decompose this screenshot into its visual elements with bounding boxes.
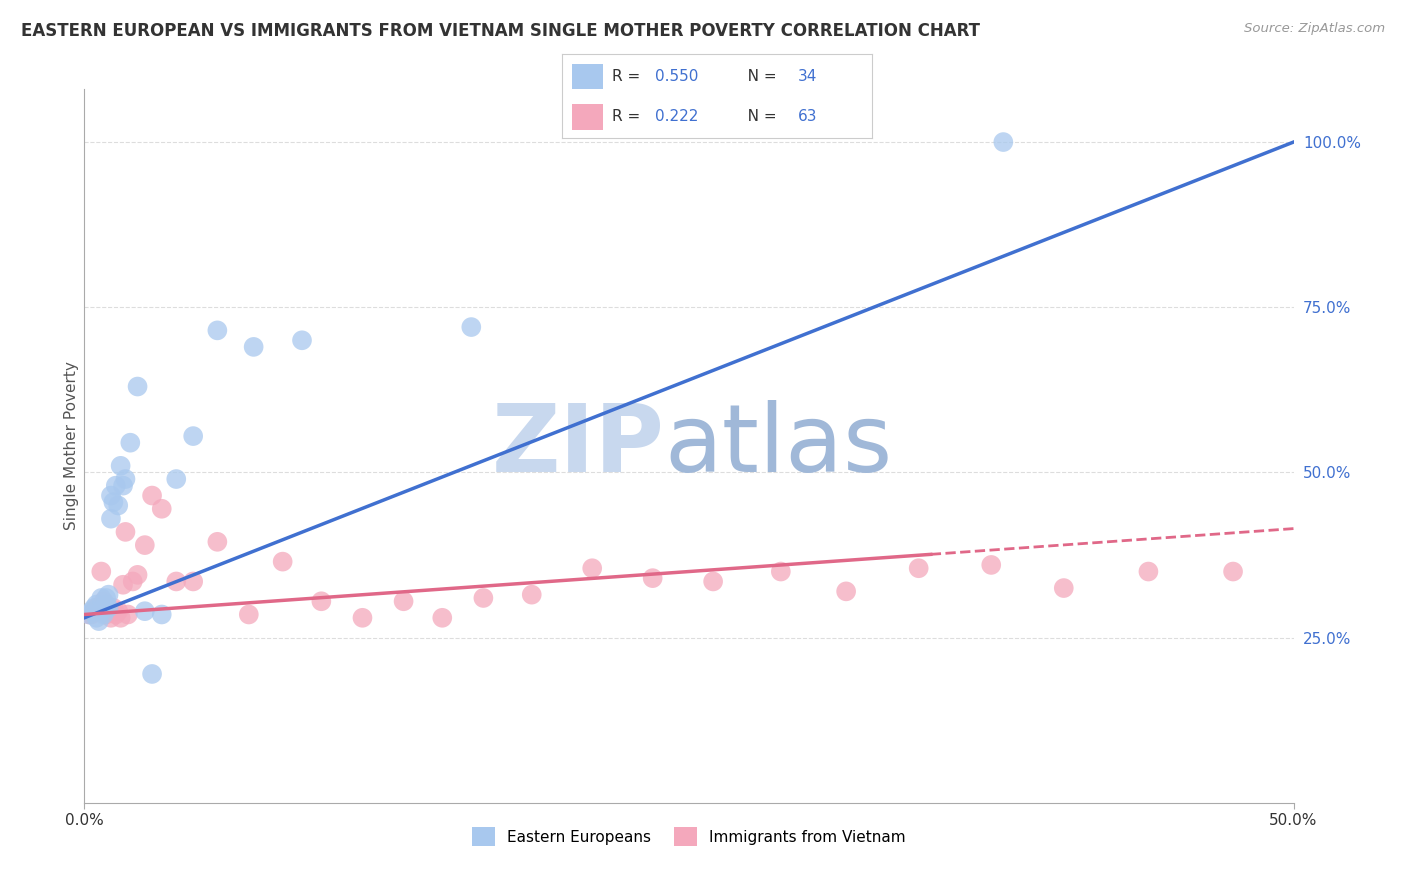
Point <box>134 538 156 552</box>
Point <box>238 607 260 622</box>
Point <box>980 558 1002 572</box>
Point <box>87 604 110 618</box>
Point <box>127 567 149 582</box>
Point <box>702 574 724 589</box>
Point <box>93 594 115 608</box>
Point <box>141 667 163 681</box>
Text: R =: R = <box>612 69 645 84</box>
Point <box>110 611 132 625</box>
Point <box>907 561 929 575</box>
Point <box>291 333 314 347</box>
Point <box>93 600 115 615</box>
Point <box>114 472 136 486</box>
Text: 34: 34 <box>797 69 817 84</box>
Text: N =: N = <box>733 69 780 84</box>
Point <box>83 604 105 618</box>
Point <box>472 591 495 605</box>
Point <box>432 611 454 625</box>
Point <box>112 578 135 592</box>
Point <box>90 604 112 618</box>
Point <box>90 600 112 615</box>
Point <box>107 499 129 513</box>
Point <box>110 458 132 473</box>
Text: EASTERN EUROPEAN VS IMMIGRANTS FROM VIETNAM SINGLE MOTHER POVERTY CORRELATION CH: EASTERN EUROPEAN VS IMMIGRANTS FROM VIET… <box>21 22 980 40</box>
Point <box>114 524 136 539</box>
Point <box>1306 571 1329 585</box>
Point <box>181 429 204 443</box>
Point <box>150 607 173 622</box>
Point <box>352 611 374 625</box>
Point <box>641 571 664 585</box>
Text: R =: R = <box>612 109 645 124</box>
Point <box>104 478 127 492</box>
Point <box>97 600 120 615</box>
Point <box>93 607 115 622</box>
Point <box>127 379 149 393</box>
Point <box>100 489 122 503</box>
Point <box>77 607 100 622</box>
Point <box>86 598 108 612</box>
Text: 0.222: 0.222 <box>655 109 699 124</box>
Text: ZIP: ZIP <box>492 400 665 492</box>
Point <box>165 574 187 589</box>
Point <box>271 555 294 569</box>
Point <box>103 600 125 615</box>
Point <box>581 561 603 575</box>
Point <box>103 495 125 509</box>
Point <box>100 511 122 525</box>
Point <box>90 565 112 579</box>
Point <box>181 574 204 589</box>
Point <box>120 435 142 450</box>
Point <box>100 611 122 625</box>
Point <box>242 340 264 354</box>
Point <box>97 588 120 602</box>
Text: 0.550: 0.550 <box>655 69 699 84</box>
Point <box>207 534 229 549</box>
Point <box>392 594 415 608</box>
Point <box>87 614 110 628</box>
Point <box>104 607 127 622</box>
Point <box>141 489 163 503</box>
Point <box>83 600 105 615</box>
Point <box>97 604 120 618</box>
Bar <box>572 104 603 130</box>
Text: 63: 63 <box>797 109 817 124</box>
Bar <box>572 63 603 89</box>
Text: atlas: atlas <box>665 400 893 492</box>
Point <box>94 591 117 605</box>
Point <box>117 607 139 622</box>
Point <box>80 604 103 618</box>
Point <box>769 565 792 579</box>
Point <box>77 607 100 622</box>
Point <box>520 588 543 602</box>
Text: N =: N = <box>733 109 780 124</box>
Point <box>86 600 108 615</box>
Point <box>121 574 143 589</box>
Legend: Eastern Europeans, Immigrants from Vietnam: Eastern Europeans, Immigrants from Vietn… <box>465 822 912 852</box>
Point <box>165 472 187 486</box>
Point <box>94 598 117 612</box>
Point <box>1137 565 1160 579</box>
Point <box>80 607 103 622</box>
Point <box>150 501 173 516</box>
Point <box>1222 565 1244 579</box>
Point <box>993 135 1015 149</box>
Point <box>835 584 858 599</box>
Text: Source: ZipAtlas.com: Source: ZipAtlas.com <box>1244 22 1385 36</box>
Point <box>311 594 333 608</box>
Y-axis label: Single Mother Poverty: Single Mother Poverty <box>63 361 79 531</box>
Point <box>1053 581 1076 595</box>
Point <box>94 607 117 622</box>
Point <box>207 323 229 337</box>
Point <box>460 320 482 334</box>
Point <box>134 604 156 618</box>
Point <box>107 604 129 618</box>
Point <box>86 611 108 625</box>
Point <box>90 591 112 605</box>
Point <box>1379 545 1402 559</box>
Point <box>112 478 135 492</box>
